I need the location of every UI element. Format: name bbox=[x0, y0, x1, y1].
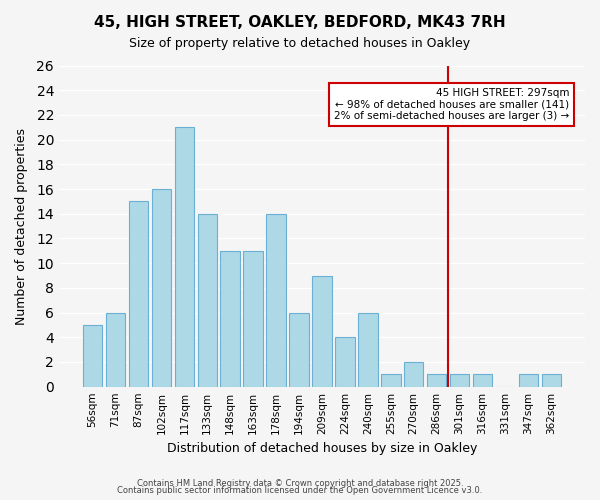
Bar bbox=[381, 374, 401, 386]
Bar bbox=[175, 128, 194, 386]
Bar bbox=[518, 374, 538, 386]
Bar bbox=[335, 338, 355, 386]
Bar bbox=[106, 312, 125, 386]
Bar bbox=[152, 189, 171, 386]
Bar bbox=[473, 374, 492, 386]
Bar bbox=[220, 251, 240, 386]
Bar bbox=[266, 214, 286, 386]
Bar bbox=[404, 362, 424, 386]
Text: 45 HIGH STREET: 297sqm
← 98% of detached houses are smaller (141)
2% of semi-det: 45 HIGH STREET: 297sqm ← 98% of detached… bbox=[334, 88, 569, 121]
Text: Contains HM Land Registry data © Crown copyright and database right 2025.: Contains HM Land Registry data © Crown c… bbox=[137, 478, 463, 488]
Bar bbox=[244, 251, 263, 386]
Bar bbox=[358, 312, 377, 386]
Text: Contains public sector information licensed under the Open Government Licence v3: Contains public sector information licen… bbox=[118, 486, 482, 495]
Text: 45, HIGH STREET, OAKLEY, BEDFORD, MK43 7RH: 45, HIGH STREET, OAKLEY, BEDFORD, MK43 7… bbox=[94, 15, 506, 30]
Bar bbox=[450, 374, 469, 386]
Y-axis label: Number of detached properties: Number of detached properties bbox=[15, 128, 28, 324]
X-axis label: Distribution of detached houses by size in Oakley: Distribution of detached houses by size … bbox=[167, 442, 477, 455]
Text: Size of property relative to detached houses in Oakley: Size of property relative to detached ho… bbox=[130, 38, 470, 51]
Bar bbox=[129, 202, 148, 386]
Bar bbox=[289, 312, 309, 386]
Bar bbox=[83, 325, 103, 386]
Bar bbox=[427, 374, 446, 386]
Bar bbox=[197, 214, 217, 386]
Bar bbox=[312, 276, 332, 386]
Bar bbox=[542, 374, 561, 386]
